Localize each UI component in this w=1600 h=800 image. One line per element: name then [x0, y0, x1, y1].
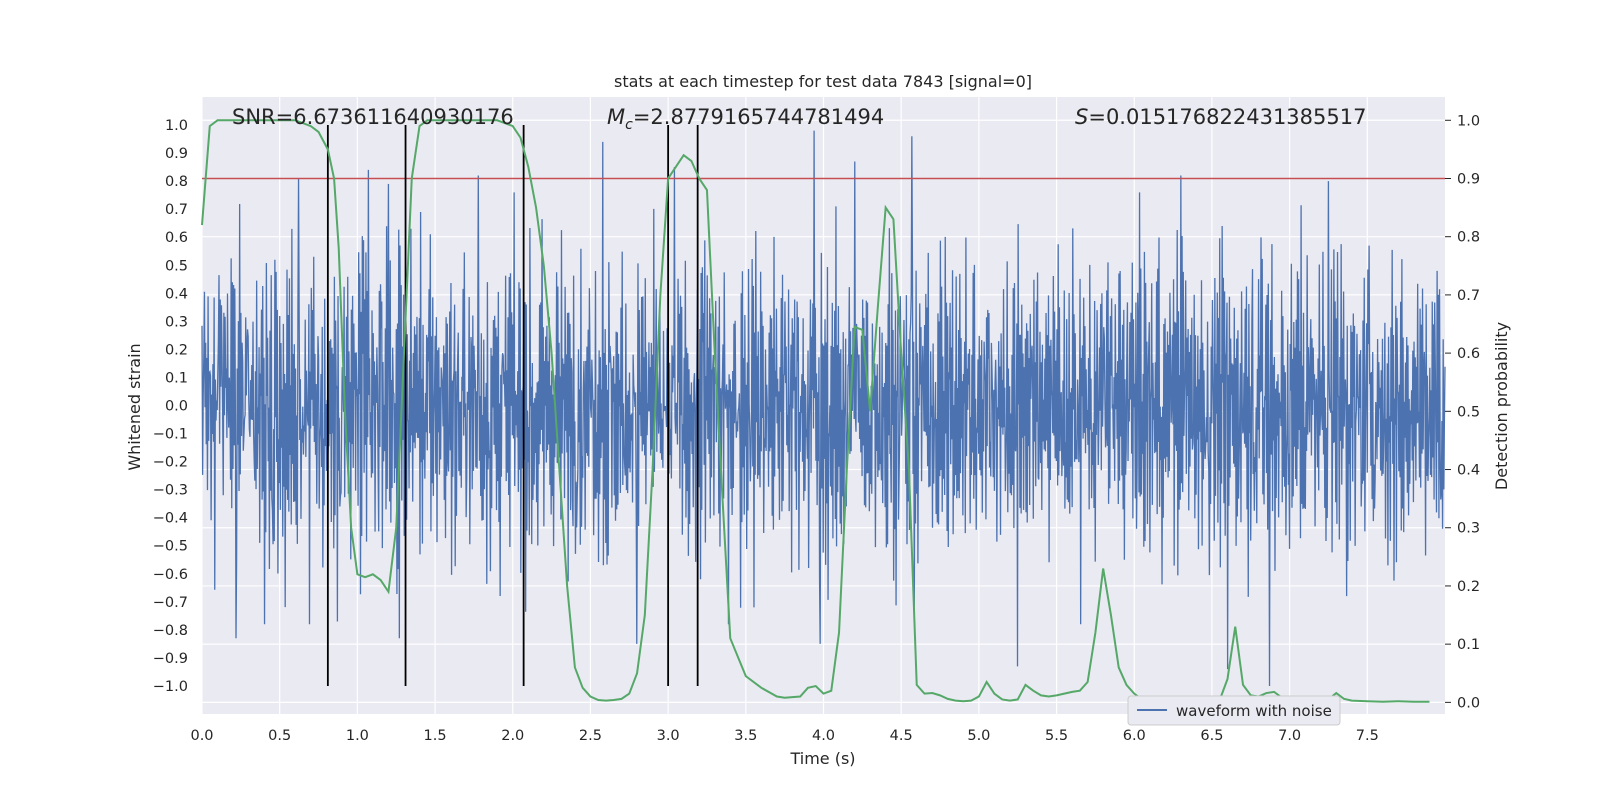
right-y-tick-label: 0.4 [1457, 463, 1480, 479]
right-y-tick-label: 0.7 [1457, 288, 1480, 304]
right-y-axis-ticks: 1.0 0.9 0.8 0.7 0.6 0.5 0.4 0.3 0.2 0.1 0.0 [1445, 113, 1480, 711]
chirp-mass-subscript: c [625, 117, 633, 133]
x-axis-ticks: 0.0 0.5 1.0 1.5 2.0 2.5 3.0 3.5 4.0 4.5 5.0 5.5 6.0 6… [190, 728, 1378, 744]
left-y-axis-ticks: 1.0 0.9 0.8 0.7 0.6 0.5 0.4 0.3 0.2 0.1 0.0 −0.1 −0.… [153, 118, 188, 695]
chart-title: stats at each timestep for test data 784… [614, 72, 1032, 91]
legend-label: waveform with noise [1176, 702, 1332, 720]
left-y-tick-label: −0.2 [153, 455, 188, 471]
right-y-tick-label: 0.6 [1457, 346, 1480, 362]
left-y-tick-label: −0.4 [153, 511, 188, 527]
x-tick-label: 5.0 [967, 728, 990, 744]
x-tick-label: 3.5 [734, 728, 757, 744]
right-y-tick-label: 0.1 [1457, 637, 1480, 653]
x-tick-label: 0.5 [268, 728, 291, 744]
right-y-axis-label: Detection probability [1492, 322, 1511, 490]
left-y-axis-label: Whitened strain [125, 343, 144, 470]
right-y-tick-label: 0.9 [1457, 171, 1480, 187]
x-tick-label: 4.5 [890, 728, 913, 744]
x-tick-label: 5.5 [1045, 728, 1068, 744]
left-y-tick-label: 0.3 [165, 314, 188, 330]
x-tick-label: 7.0 [1278, 728, 1301, 744]
vertical-markers [326, 125, 699, 686]
x-tick-label: 3.0 [657, 728, 680, 744]
left-y-tick-label: −0.9 [153, 651, 188, 667]
right-y-tick-label: 0.5 [1457, 404, 1480, 420]
s-value: =0.015176822431385517 [1088, 105, 1366, 129]
x-tick-label: 1.0 [346, 728, 369, 744]
x-tick-label: 0.0 [190, 728, 213, 744]
chirp-mass-value: =2.8779165744781494 [633, 105, 884, 129]
left-y-tick-label: −0.3 [153, 483, 188, 499]
legend: waveform with noise [1127, 695, 1341, 726]
left-y-tick-label: −0.7 [153, 595, 188, 611]
s-symbol: S [1075, 105, 1088, 129]
left-y-tick-label: 0.1 [165, 370, 188, 386]
left-y-tick-label: 0.5 [165, 258, 188, 274]
left-y-tick-label: −0.6 [153, 567, 188, 583]
right-y-tick-label: 1.0 [1457, 113, 1480, 129]
left-y-tick-label: 0.2 [165, 342, 188, 358]
left-y-tick-label: 0.0 [165, 399, 188, 415]
chirp-mass-symbol: M [607, 105, 625, 129]
right-y-tick-label: 0.0 [1457, 695, 1480, 711]
s-annotation: S=0.015176822431385517 [1075, 105, 1366, 129]
x-tick-label: 4.0 [812, 728, 835, 744]
x-tick-label: 6.5 [1200, 728, 1223, 744]
right-y-tick-label: 0.3 [1457, 521, 1480, 537]
legend-box [1127, 695, 1341, 726]
left-y-tick-label: −0.5 [153, 539, 188, 555]
right-y-tick-label: 0.2 [1457, 579, 1480, 595]
x-tick-label: 2.0 [501, 728, 524, 744]
left-y-tick-label: −0.1 [153, 427, 188, 443]
left-y-tick-label: −1.0 [153, 679, 188, 695]
left-y-tick-label: −0.8 [153, 623, 188, 639]
left-y-tick-label: 0.6 [165, 230, 188, 246]
right-y-tick-label: 0.8 [1457, 230, 1480, 246]
x-tick-label: 7.5 [1356, 728, 1379, 744]
left-y-tick-label: 0.7 [165, 202, 188, 218]
chirp-mass-annotation: Mc=2.8779165744781494 [607, 105, 884, 133]
waveform-line [201, 130, 1446, 686]
waveform-series [201, 130, 1446, 686]
x-tick-label: 6.0 [1123, 728, 1146, 744]
x-tick-label: 1.5 [424, 728, 447, 744]
left-y-tick-label: 0.4 [165, 286, 188, 302]
x-axis-label: Time (s) [789, 749, 855, 768]
left-y-tick-label: 0.9 [165, 146, 188, 162]
snr-annotation: SNR=6.673611640930176 [232, 105, 514, 129]
x-tick-label: 2.5 [579, 728, 602, 744]
left-y-tick-label: 0.8 [165, 174, 188, 190]
left-y-tick-label: 1.0 [165, 118, 188, 134]
